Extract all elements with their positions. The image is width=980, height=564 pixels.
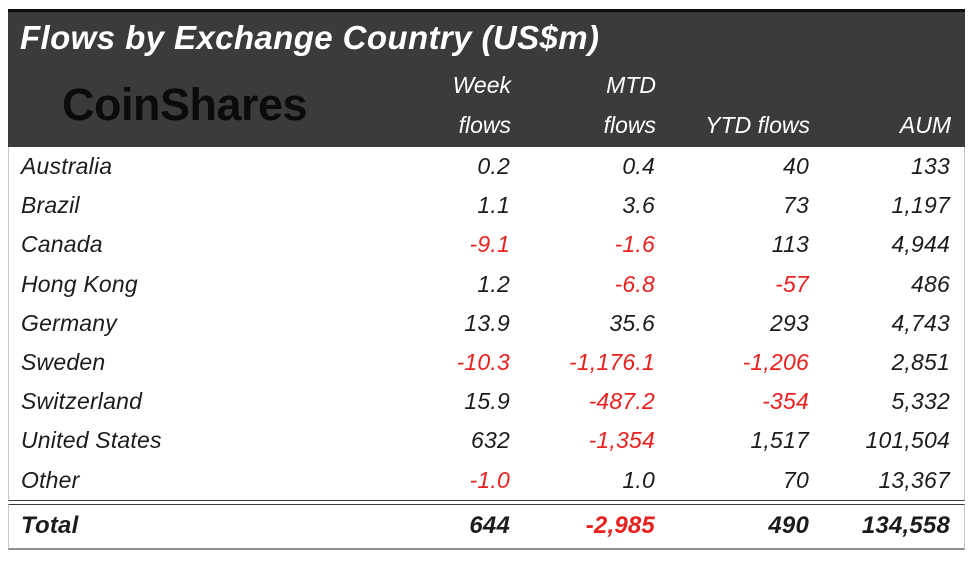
week-flows-cell: 0.2 (477, 153, 510, 180)
column-header-mtd-line1: MTD (606, 72, 656, 98)
aum-cell: 486 (911, 270, 950, 297)
column-header-week-line1: Week (452, 72, 511, 98)
aum-cell: 4,743 (891, 309, 950, 336)
aum-cell: 5,332 (891, 388, 950, 415)
column-header-row: CoinShares Week flows MTD flows YTD flow… (8, 57, 965, 149)
country-cell: Other (21, 466, 80, 493)
ytd-flows-cell: -57 (775, 270, 809, 297)
table-row: Switzerland 15.9 -487.2 -354 5,332 (9, 382, 964, 421)
week-flows-cell: -1.0 (469, 466, 510, 493)
aum-cell: 133 (911, 153, 950, 180)
week-flows-cell: 13.9 (464, 309, 510, 336)
total-row: Total 644 -2,985 490 134,558 (8, 503, 965, 550)
ytd-flows-cell: 70 (783, 466, 809, 493)
mtd-flows-cell: -6.8 (614, 270, 655, 297)
table-header: Flows by Exchange Country (US$m) CoinSha… (8, 9, 965, 147)
week-flows-cell: 1.2 (477, 270, 510, 297)
aum-cell: 13,367 (878, 466, 950, 493)
brand-cell: CoinShares (20, 57, 360, 149)
table-row: Hong Kong 1.2 -6.8 -57 486 (9, 265, 964, 304)
column-header-week-line2: flows (458, 112, 511, 138)
week-flows-cell: 632 (471, 427, 510, 454)
total-ytd-flows-cell: 490 (768, 512, 809, 540)
week-flows-cell: -10.3 (456, 349, 510, 376)
column-header-mtd-flows: MTD flows (511, 65, 656, 149)
coinshares-logo: CoinShares (62, 79, 308, 130)
mtd-flows-cell: 0.4 (622, 153, 655, 180)
aum-cell: 2,851 (891, 349, 950, 376)
mtd-flows-cell: 35.6 (609, 309, 655, 336)
column-header-ytd-line2: YTD flows (705, 112, 810, 138)
mtd-flows-cell: -1.6 (614, 231, 655, 258)
table-row: Brazil 1.1 3.6 73 1,197 (9, 186, 964, 225)
country-cell: Hong Kong (21, 270, 138, 297)
table-body: Australia 0.2 0.4 40 133 Brazil 1.1 3.6 … (8, 147, 965, 501)
table-row: Sweden -10.3 -1,176.1 -1,206 2,851 (9, 343, 964, 382)
total-week-flows-cell: 644 (469, 512, 510, 540)
table-row: Germany 13.9 35.6 293 4,743 (9, 304, 964, 343)
ytd-flows-cell: -354 (762, 388, 809, 415)
week-flows-cell: -9.1 (469, 231, 510, 258)
country-cell: Sweden (21, 349, 106, 376)
mtd-flows-cell: 3.6 (622, 192, 655, 219)
column-header-aum: AUM (810, 105, 951, 149)
aum-cell: 101,504 (865, 427, 950, 454)
total-mtd-flows-cell: -2,985 (585, 512, 655, 540)
country-cell: Canada (21, 231, 103, 258)
flows-by-exchange-country-table: Flows by Exchange Country (US$m) CoinSha… (8, 9, 965, 550)
ytd-flows-cell: 73 (783, 192, 809, 219)
mtd-flows-cell: -1,354 (588, 427, 655, 454)
country-cell: Brazil (21, 192, 80, 219)
ytd-flows-cell: 40 (783, 153, 809, 180)
table-title: Flows by Exchange Country (US$m) (20, 19, 600, 56)
country-cell: Australia (21, 153, 113, 180)
ytd-flows-cell: 1,517 (750, 427, 809, 454)
table-row: Canada -9.1 -1.6 113 4,944 (9, 225, 964, 264)
aum-cell: 4,944 (891, 231, 950, 258)
total-label: Total (21, 512, 79, 540)
total-aum-cell: 134,558 (861, 512, 950, 540)
mtd-flows-cell: -1,176.1 (569, 349, 655, 376)
column-header-aum-line2: AUM (899, 112, 951, 138)
country-cell: Germany (21, 309, 117, 336)
ytd-flows-cell: -1,206 (742, 349, 809, 376)
mtd-flows-cell: 1.0 (622, 466, 655, 493)
country-cell: Switzerland (21, 388, 143, 415)
table-row: Other -1.0 1.0 70 13,367 (9, 461, 964, 500)
column-header-mtd-line2: flows (603, 112, 656, 138)
mtd-flows-cell: -487.2 (588, 388, 655, 415)
table-row: Australia 0.2 0.4 40 133 (9, 147, 964, 186)
column-header-ytd-flows: YTD flows (656, 105, 810, 149)
aum-cell: 1,197 (891, 192, 950, 219)
week-flows-cell: 1.1 (477, 192, 510, 219)
ytd-flows-cell: 293 (770, 309, 809, 336)
table-row: United States 632 -1,354 1,517 101,504 (9, 421, 964, 460)
ytd-flows-cell: 113 (771, 231, 809, 258)
country-cell: United States (21, 427, 162, 454)
week-flows-cell: 15.9 (464, 388, 510, 415)
column-header-week-flows: Week flows (360, 65, 511, 149)
